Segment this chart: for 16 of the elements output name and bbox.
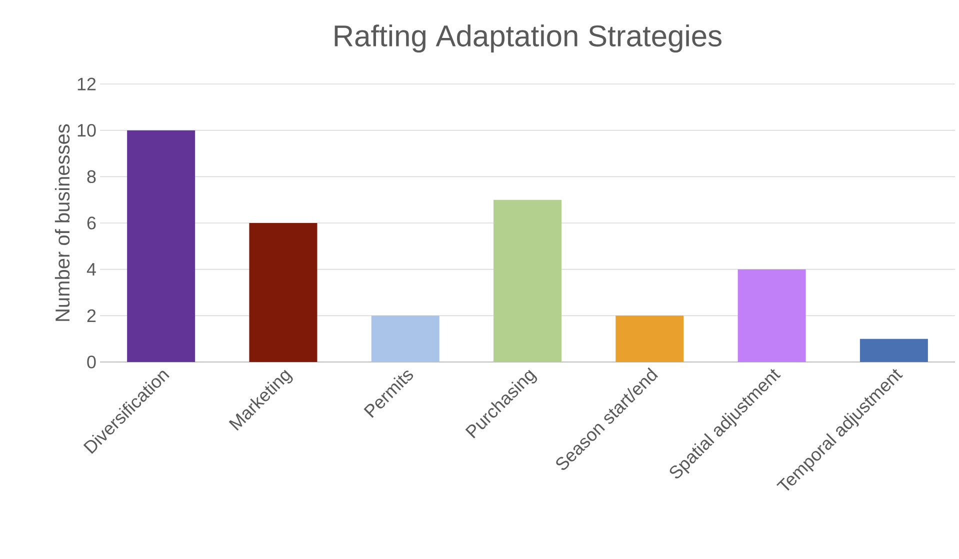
chart-title: Rafting Adaptation Strategies bbox=[334, 24, 722, 52]
y-tick-label: 2 bbox=[87, 309, 96, 322]
y-tick-label: 0 bbox=[87, 356, 96, 368]
bar bbox=[371, 316, 440, 362]
bar bbox=[494, 200, 562, 362]
y-tick-label: 10 bbox=[78, 124, 96, 137]
bar bbox=[738, 269, 806, 362]
y-tick-label: 6 bbox=[87, 216, 96, 230]
y-tick-label: 12 bbox=[78, 78, 96, 90]
bar bbox=[127, 130, 196, 362]
bar bbox=[249, 222, 318, 362]
y-tick-label: 8 bbox=[87, 170, 96, 184]
y-tick-label: 4 bbox=[86, 263, 96, 276]
y-axis-title: Number of businesses bbox=[54, 124, 70, 321]
bar bbox=[860, 338, 928, 362]
bar bbox=[616, 316, 684, 362]
